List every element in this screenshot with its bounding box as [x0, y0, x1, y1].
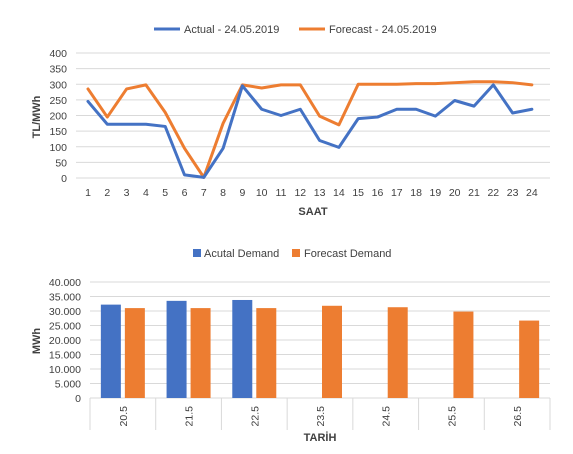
line-chart-series: [86, 80, 534, 179]
legend-forecast-demand-swatch: [292, 249, 300, 257]
forecast-demand-bar: [387, 307, 408, 398]
x-tick-label: 23.5: [315, 406, 327, 427]
x-tick-label: 20: [449, 187, 461, 199]
x-tick-label: 17: [391, 187, 403, 199]
x-tick-label: 19: [430, 187, 442, 199]
y-tick-label: 200: [49, 111, 67, 123]
x-tick-label: 22: [487, 187, 499, 199]
x-tick-label: 21: [468, 187, 480, 199]
bar-chart-x-axis-title: TARİH: [304, 431, 337, 444]
x-tick-label: 10: [256, 187, 268, 199]
y-tick-label: 0: [75, 393, 81, 405]
y-tick-label: 100: [49, 142, 67, 154]
bar-chart: Acutal Demand Forecast Demand 0 5.000 10.0…: [31, 248, 551, 444]
line-chart: Actual - 24.05.2019 Forecast - 24.05.201…: [31, 24, 550, 218]
x-tick-label: 6: [182, 187, 188, 199]
legend-forecast-demand-label: Forecast Demand: [304, 248, 391, 260]
actual-demand-bar: [100, 304, 121, 398]
y-tick-label: 20.000: [49, 335, 81, 347]
legend-actual-label: Actual - 24.05.2019: [184, 24, 279, 36]
forecast-line: [86, 80, 534, 179]
forecast-demand-bar: [519, 320, 540, 398]
y-tick-label: 400: [49, 48, 67, 60]
legend-actual-demand-label: Acutal Demand: [204, 248, 279, 260]
line-chart-y-axis-title: TL/MWh: [31, 95, 43, 138]
x-tick-label: 24: [526, 187, 538, 199]
x-tick-label: 15: [352, 187, 364, 199]
x-tick-label: 8: [220, 187, 226, 199]
x-tick-label: 22.5: [249, 406, 261, 427]
x-tick-label: 11: [276, 187, 287, 199]
x-tick-label: 12: [294, 187, 306, 199]
x-tick-label: 2: [104, 187, 110, 199]
x-tick-label: 26.5: [512, 406, 524, 427]
forecast-demand-bar: [190, 308, 211, 398]
forecast-demand-bar: [124, 308, 145, 398]
y-tick-label: 50: [55, 157, 67, 169]
x-tick-label: 5: [162, 187, 168, 199]
y-tick-label: 5.000: [55, 379, 81, 391]
x-tick-label: 24.5: [381, 406, 393, 427]
x-tick-label: 1: [85, 187, 91, 199]
x-tick-label: 9: [239, 187, 245, 199]
y-tick-label: 30.000: [49, 306, 81, 318]
x-tick-label: 16: [372, 187, 384, 199]
actual-demand-bar: [232, 299, 253, 398]
x-tick-label: 7: [201, 187, 207, 199]
forecast-demand-bar: [453, 311, 474, 398]
line-chart-legend: Actual - 24.05.2019 Forecast - 24.05.201…: [154, 24, 437, 36]
y-tick-label: 350: [49, 64, 67, 76]
line-chart-y-ticks: 0 50 100 150 200 250 300 350 400: [49, 48, 67, 185]
x-tick-label: 18: [410, 187, 422, 199]
legend-forecast-label: Forecast - 24.05.2019: [329, 24, 437, 36]
actual-line: [86, 83, 534, 179]
x-tick-label: 20.5: [118, 406, 130, 427]
line-chart-x-ticks: 1 2 3 4 5 6 7 8 9 10 11 12 13 14 15 16 17 18 19 20 21 22 23 24: [85, 187, 538, 199]
y-tick-label: 0: [61, 173, 67, 185]
y-tick-label: 40.000: [49, 277, 81, 289]
y-tick-label: 300: [49, 79, 67, 91]
forecast-demand-bar: [322, 305, 342, 398]
y-tick-label: 15.000: [49, 350, 81, 362]
bar-chart-bars: [100, 299, 540, 398]
y-tick-label: 25.000: [49, 321, 81, 333]
legend-actual-demand-swatch: [193, 249, 201, 257]
bar-chart-y-ticks: 0 5.000 10.000 15.000 20.000 25.000 30.000 35.0…: [49, 277, 81, 405]
x-tick-label: 21.5: [184, 406, 196, 427]
actual-demand-bar: [166, 300, 187, 398]
y-tick-label: 35.000: [49, 292, 81, 304]
line-chart-x-axis-title: SAAT: [298, 206, 327, 218]
x-tick-label: 13: [314, 187, 326, 199]
x-tick-label: 14: [333, 187, 345, 199]
y-tick-label: 150: [49, 126, 67, 138]
line-chart-gridlines: [76, 52, 550, 179]
bar-chart-y-axis-title: MWh: [31, 328, 43, 355]
x-tick-label: 4: [143, 187, 149, 199]
bar-chart-x-ticks: 20.5 21.5 22.5 23.5 24.5 25.5 26.5: [89, 398, 551, 430]
x-tick-label: 23: [507, 187, 519, 199]
x-tick-label: 3: [124, 187, 130, 199]
bar-chart-gridlines: [90, 281, 550, 399]
x-tick-label: 25.5: [446, 406, 458, 427]
forecast-demand-bar: [256, 308, 277, 398]
y-tick-label: 250: [49, 95, 67, 107]
bar-chart-legend: Acutal Demand Forecast Demand: [193, 248, 391, 260]
y-tick-label: 10.000: [49, 364, 81, 376]
